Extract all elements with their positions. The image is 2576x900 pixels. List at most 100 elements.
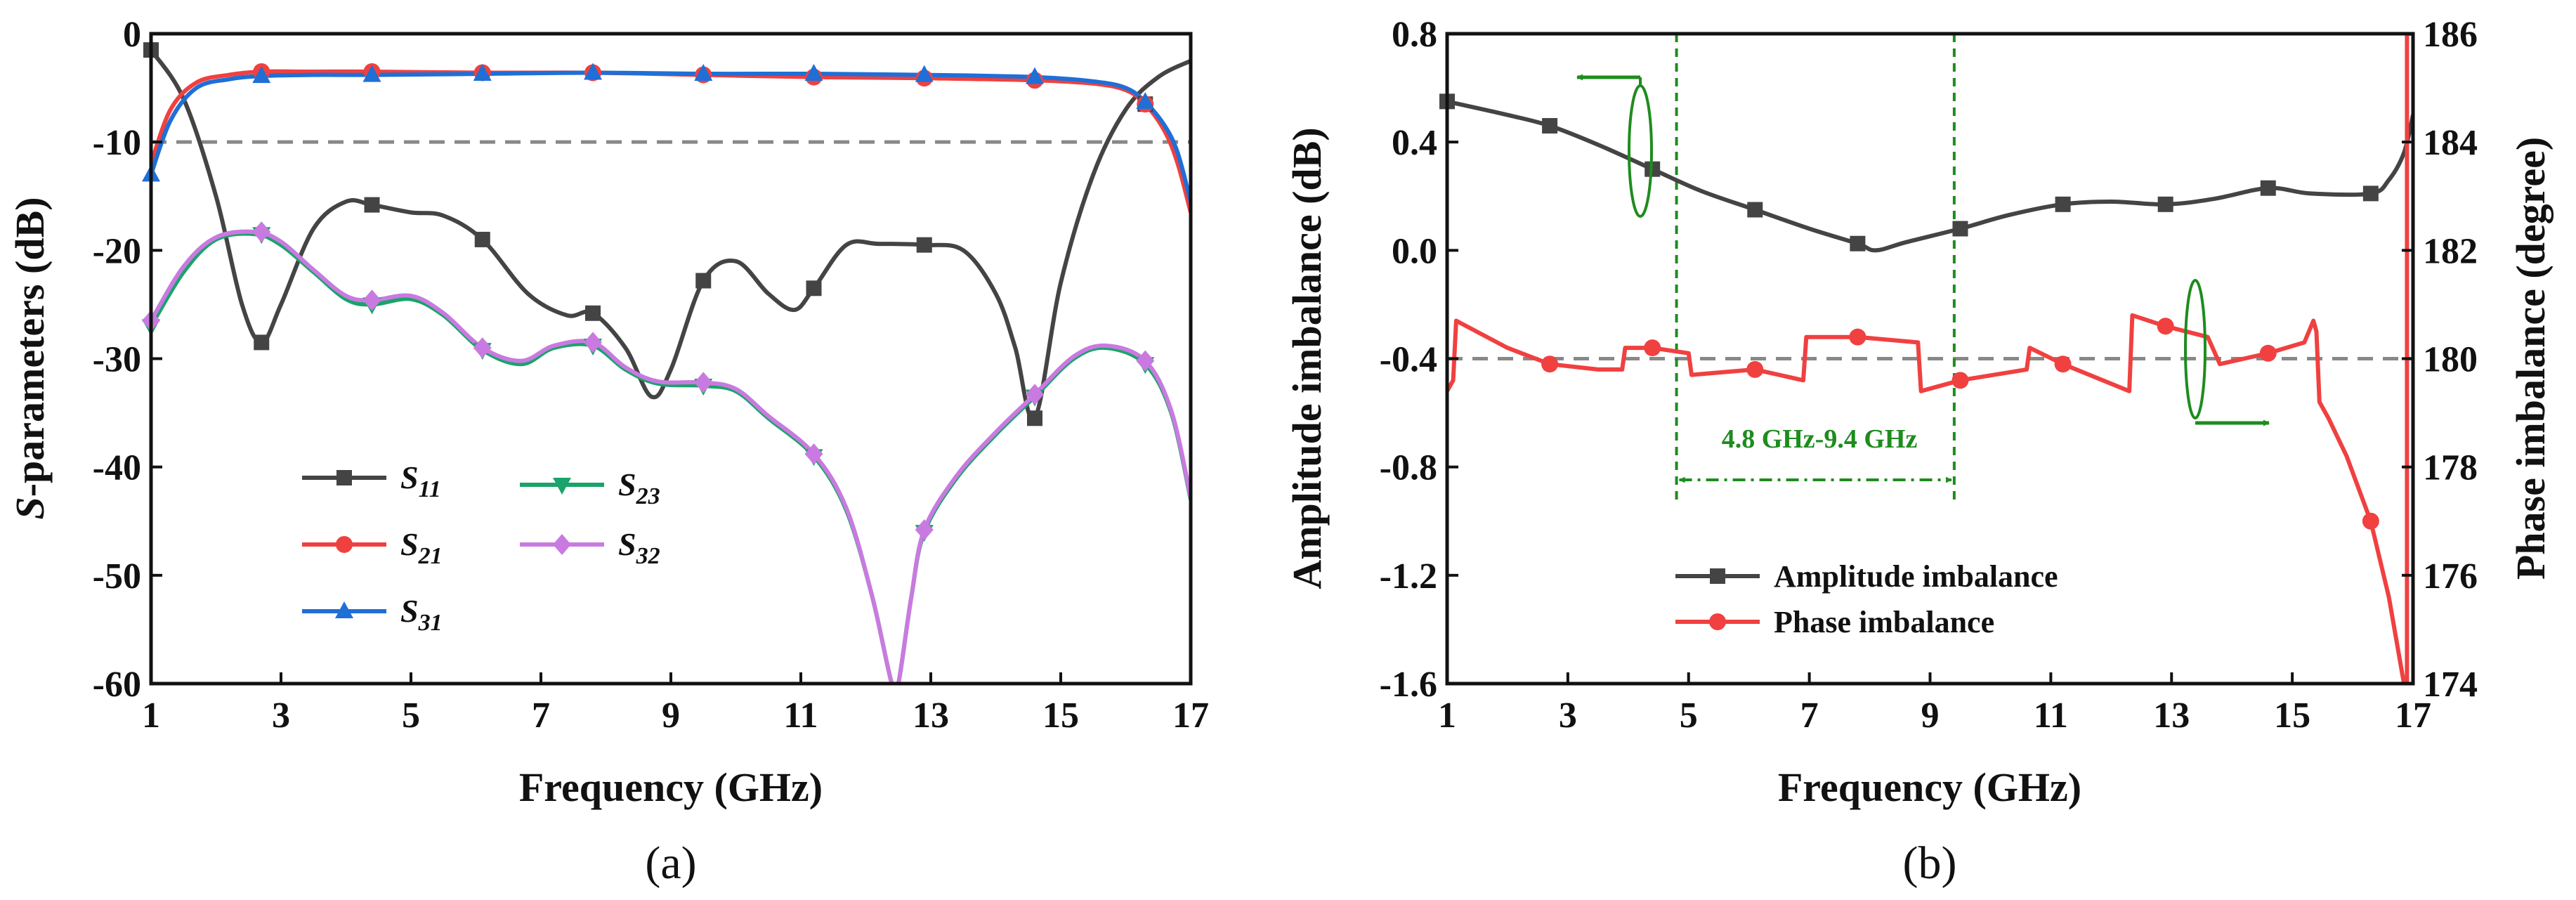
series-line-s31 <box>151 70 1191 202</box>
y-tick-label-a: -50 <box>93 556 141 596</box>
marker-phase-imbalance <box>1541 356 1559 373</box>
amplitude-indicator-ellipse <box>1628 84 1653 218</box>
legend-marker-s31 <box>335 601 353 618</box>
x-tick-label-b: 9 <box>1921 696 1940 736</box>
x-tick-label-a: 11 <box>783 696 818 736</box>
legend-label-s31: S31 <box>400 593 443 636</box>
phase-indicator-ellipse <box>2184 279 2206 419</box>
series-line-amplitude-imbalance <box>1447 99 2413 253</box>
y-tick-label-b-right: 174 <box>2423 665 2478 705</box>
y-tick-label-a: -60 <box>93 665 141 705</box>
chart-a: 1 3 5 7 9 11 13 15 17 -60-50-40-30-20-100 Freque… <box>7 15 1209 889</box>
series-line-s23 <box>151 231 1191 684</box>
legend-label-s21: S21 <box>400 526 443 569</box>
legend-label-s23: S23 <box>618 467 660 509</box>
x-tick-label-b: 5 <box>1680 696 1698 736</box>
y-tick-label-b-left: -0.8 <box>1380 448 1437 488</box>
y-tick-label-a: -10 <box>93 123 141 163</box>
marker-s32 <box>362 289 381 311</box>
series-line-s11 <box>151 48 1191 422</box>
marker-s31 <box>584 63 602 80</box>
marker-s11 <box>806 280 822 296</box>
x-axis-label-a: Frequency (GHz) <box>519 764 823 810</box>
x-tick-label-b: 11 <box>2034 696 2068 736</box>
marker-s32 <box>915 519 934 541</box>
y-tick-label-a: 0 <box>123 15 141 55</box>
y-tick-label-b-left: 0.4 <box>1392 123 1437 163</box>
x-tick-label-b: 7 <box>1800 696 1819 736</box>
band-label: 4.8 GHz-9.4 GHz <box>1722 424 1918 454</box>
marker-s11 <box>695 273 712 289</box>
y-tick-label-b-left: -1.6 <box>1380 665 1437 705</box>
plot-frame-a <box>149 32 1193 686</box>
panel-label-b: (b) <box>1903 837 1957 889</box>
x-tick-label-b: 17 <box>2395 696 2431 736</box>
legend-label-amplitude-imbalance: Amplitude imbalance <box>1774 559 2058 594</box>
marker-amplitude-imbalance <box>1747 202 1763 218</box>
marker-phase-imbalance <box>1951 372 1969 389</box>
x-tick-label-a: 15 <box>1042 696 1079 736</box>
y-axis-label-a: S-parameters (dB) <box>7 197 53 519</box>
marker-s31 <box>1026 67 1044 84</box>
marker-phase-imbalance <box>1746 360 1764 378</box>
marker-phase-imbalance <box>2259 344 2277 362</box>
legend-marker-phase-imbalance <box>1709 613 1726 630</box>
y-tick-label-b-right: 176 <box>2423 556 2478 596</box>
y-tick-label-b-left: -0.4 <box>1380 340 1437 380</box>
y-tick-label-a: -20 <box>93 231 141 271</box>
y-tick-label-b-left: -1.2 <box>1380 556 1437 596</box>
marker-amplitude-imbalance <box>1542 118 1558 134</box>
marker-s11 <box>916 237 932 253</box>
legend-a: S11 S21 S31 S23 S32 <box>302 459 660 636</box>
marker-s31 <box>804 64 823 81</box>
legend-marker-amplitude-imbalance <box>1710 568 1725 584</box>
legend-marker-s23 <box>553 478 571 495</box>
marker-s32 <box>252 221 271 243</box>
marker-s32 <box>694 372 713 393</box>
legend-marker-s11 <box>336 470 352 485</box>
marker-s11 <box>585 305 601 321</box>
x-tick-label-a: 5 <box>402 696 420 736</box>
marker-s32 <box>473 337 492 359</box>
marker-phase-imbalance <box>1849 328 1866 346</box>
legend-label-phase-imbalance: Phase imbalance <box>1774 605 1994 639</box>
panel-label-a: (a) <box>645 837 696 889</box>
marker-amplitude-imbalance <box>2362 185 2379 202</box>
marker-s11 <box>1027 410 1042 426</box>
legend-marker-s21 <box>336 536 353 553</box>
marker-s32 <box>584 332 602 353</box>
x-tick-label-a: 1 <box>142 696 160 736</box>
marker-amplitude-imbalance <box>2157 196 2173 212</box>
marker-amplitude-imbalance <box>1952 221 1968 237</box>
x-tick-label-b: 1 <box>1438 696 1456 736</box>
y-tick-label-b-left: 0.0 <box>1392 231 1437 271</box>
x-tick-label-a: 9 <box>662 696 680 736</box>
marker-s31 <box>473 64 492 81</box>
marker-amplitude-imbalance <box>1850 235 1866 252</box>
y-tick-label-b-right: 180 <box>2423 340 2478 380</box>
x-tick-label-a: 17 <box>1172 696 1209 736</box>
y-tick-label-b-right: 182 <box>2423 231 2478 271</box>
marker-phase-imbalance <box>2054 356 2072 373</box>
y-tick-label-b-right: 186 <box>2423 15 2478 55</box>
marker-s32 <box>804 443 823 465</box>
x-axis-label-b: Frequency (GHz) <box>1778 764 2081 810</box>
legend-b: Amplitude imbalance Phase imbalance <box>1675 559 2058 639</box>
x-tick-label-b: 3 <box>1559 696 1577 736</box>
marker-phase-imbalance <box>2157 318 2174 335</box>
legend-label-s32: S32 <box>618 526 660 569</box>
y-tick-label-a: -30 <box>93 340 141 380</box>
x-tick-label-b: 15 <box>2274 696 2310 736</box>
marker-s11 <box>474 231 490 247</box>
y-tick-label-b-right: 178 <box>2423 448 2478 488</box>
marker-s31 <box>252 66 271 84</box>
marker-s32 <box>1026 384 1044 405</box>
marker-amplitude-imbalance <box>2260 180 2276 196</box>
marker-s31 <box>362 65 381 82</box>
chart-b: 1 3 5 7 9 11 13 15 17 -1.6-1.2-0.8-0.40.00.40.8 … <box>1284 15 2554 889</box>
legend-label-s11: S11 <box>400 459 441 502</box>
marker-s31 <box>915 65 934 82</box>
marker-s32 <box>1136 350 1155 372</box>
marker-phase-imbalance <box>2362 512 2379 530</box>
